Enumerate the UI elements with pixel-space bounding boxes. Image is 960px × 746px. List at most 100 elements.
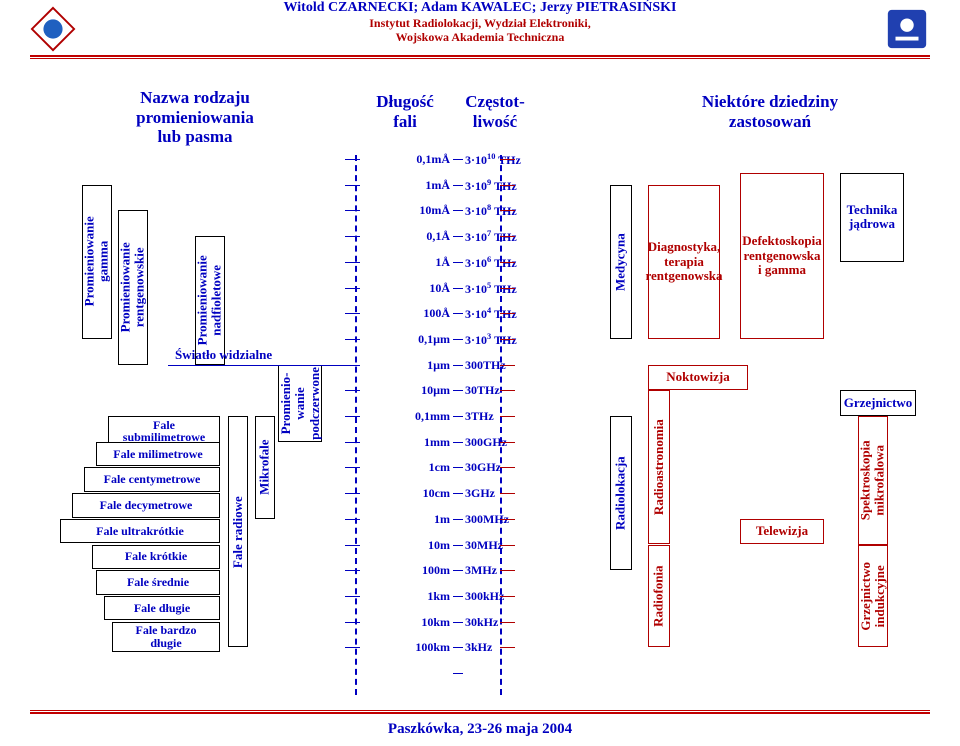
frequency-tick-10: 3THz [465, 409, 575, 424]
application-diag: Diagnostyka,terapiarentgenowska [648, 185, 720, 339]
wavelength-tick-14: 1m [360, 512, 450, 527]
wavelength-tick-8: 1µm [360, 358, 450, 373]
tick-mark [453, 596, 463, 597]
tick-mark [345, 262, 360, 263]
frequency-tick-12: 30GHz [465, 460, 575, 475]
tick-mark [500, 467, 515, 468]
application-medycyna: Medycyna [610, 185, 632, 339]
logo-inst [884, 6, 930, 52]
tick-mark [453, 159, 463, 160]
tick-mark [453, 339, 463, 340]
wavelength-tick-17: 1km [360, 589, 450, 604]
tick-mark [345, 570, 360, 571]
tick-mark [500, 519, 515, 520]
tick-mark [345, 467, 360, 468]
header-rule [30, 55, 930, 59]
tick-mark [453, 365, 463, 366]
tick-mark [345, 159, 360, 160]
tick-mark [453, 493, 463, 494]
frequency-tick-15: 30MHz [465, 538, 575, 553]
wavelength-tick-1: 1mÅ [360, 178, 450, 193]
tick-mark [500, 647, 515, 648]
frequency-tick-5: 3·105 THz [465, 281, 575, 297]
band-radiowe: Fale radiowe [228, 416, 248, 647]
band-gamma: Promieniowaniegamma [82, 185, 112, 339]
tick-mark [345, 416, 360, 417]
frequency-tick-3: 3·107 THz [465, 229, 575, 245]
tick-mark [453, 622, 463, 623]
tick-mark [453, 185, 463, 186]
wavelength-tick-9: 10µm [360, 383, 450, 398]
tick-mark [500, 313, 515, 314]
spectrum-chart: 0,1mÅ3·1010 THz1mÅ3·109 THz10mÅ3·108 THz… [0, 155, 960, 695]
frequency-tick-13: 3GHz [465, 486, 575, 501]
wavelength-tick-2: 10mÅ [360, 203, 450, 218]
tick-mark [345, 390, 360, 391]
tick-mark [453, 390, 463, 391]
logo-wat [30, 6, 76, 52]
tick-mark [453, 442, 463, 443]
header-authors: Witold CZARNECKI; Adam KAWALEC; Jerzy PI… [0, 0, 960, 16]
tick-mark [500, 185, 515, 186]
tick-mark [345, 210, 360, 211]
tick-mark [345, 236, 360, 237]
tick-mark [345, 185, 360, 186]
tick-mark [453, 416, 463, 417]
tick-mark [453, 210, 463, 211]
title-right: Niektóre dziedzinyzastosowań [640, 92, 900, 131]
tick-mark [500, 622, 515, 623]
wave-krotkie: Fale krótkie [92, 545, 220, 569]
application-nokto: Noktowizja [648, 365, 748, 391]
band-rentgen: Promieniowanierentgenowskie [118, 210, 148, 364]
application-jadrowa: Technikajądrowa [840, 173, 904, 262]
tick-mark [345, 339, 360, 340]
wavelength-tick-0: 0,1mÅ [360, 152, 450, 167]
tick-mark [453, 545, 463, 546]
tick-mark [500, 493, 515, 494]
wavelength-tick-3: 0,1Å [360, 229, 450, 244]
tick-mark [453, 570, 463, 571]
wave-dlugie: Fale długie [104, 596, 220, 620]
frequency-tick-1: 3·109 THz [465, 178, 575, 194]
band-nadfiolet: Promieniowanienadfioletowe [195, 236, 225, 365]
application-grzej-ind: Grzejnictwoindukcyjne [858, 545, 888, 648]
frequency-tick-6: 3·104 THz [465, 306, 575, 322]
wave-dm: Fale decymetrowe [72, 493, 220, 517]
wavelength-tick-11: 1mm [360, 435, 450, 450]
tick-mark [453, 288, 463, 289]
band-podczerwone: Promienio-waniepodczerwone [278, 365, 322, 442]
wave-cm: Fale centymetrowe [84, 467, 220, 491]
tick-mark [345, 519, 360, 520]
wavelength-tick-6: 100Å [360, 306, 450, 321]
application-grzejnictwo: Grzejnictwo [840, 390, 916, 416]
frequency-tick-8: 300THz [465, 358, 575, 373]
application-radiolokacja: Radiolokacja [610, 416, 632, 570]
wave-uk: Fale ultrakrótkie [60, 519, 220, 543]
tick-mark [500, 236, 515, 237]
tick-mark [345, 493, 360, 494]
title-frequency: Częstot-liwość [445, 92, 545, 131]
tick-mark [500, 596, 515, 597]
tick-mark [500, 570, 515, 571]
footer-text: Paszkówka, 23-26 maja 2004 [0, 721, 960, 738]
tick-mark [453, 519, 463, 520]
tick-mark [345, 596, 360, 597]
tick-mark [453, 262, 463, 263]
footer-rule [30, 710, 930, 714]
application-radioastro: Radioastronomia [648, 390, 670, 544]
tick-mark [500, 365, 515, 366]
tick-mark [500, 210, 515, 211]
tick-mark [345, 288, 360, 289]
tick-mark [453, 236, 463, 237]
title-left: Nazwa rodzajupromieniowanialub pasma [70, 88, 320, 147]
application-radiofonia: Radiofonia [648, 545, 670, 648]
tick-mark [500, 545, 515, 546]
tick-mark [453, 673, 463, 674]
tick-mark [453, 647, 463, 648]
frequency-tick-7: 3·103 THz [465, 332, 575, 348]
tick-mark [500, 390, 515, 391]
application-telewizja: Telewizja [740, 519, 824, 545]
header-inst1: Instytut Radiolokacji, Wydział Elektroni… [0, 16, 960, 30]
band-mikrofale: Mikrofale [255, 416, 275, 519]
wavelength-tick-16: 100m [360, 563, 450, 578]
